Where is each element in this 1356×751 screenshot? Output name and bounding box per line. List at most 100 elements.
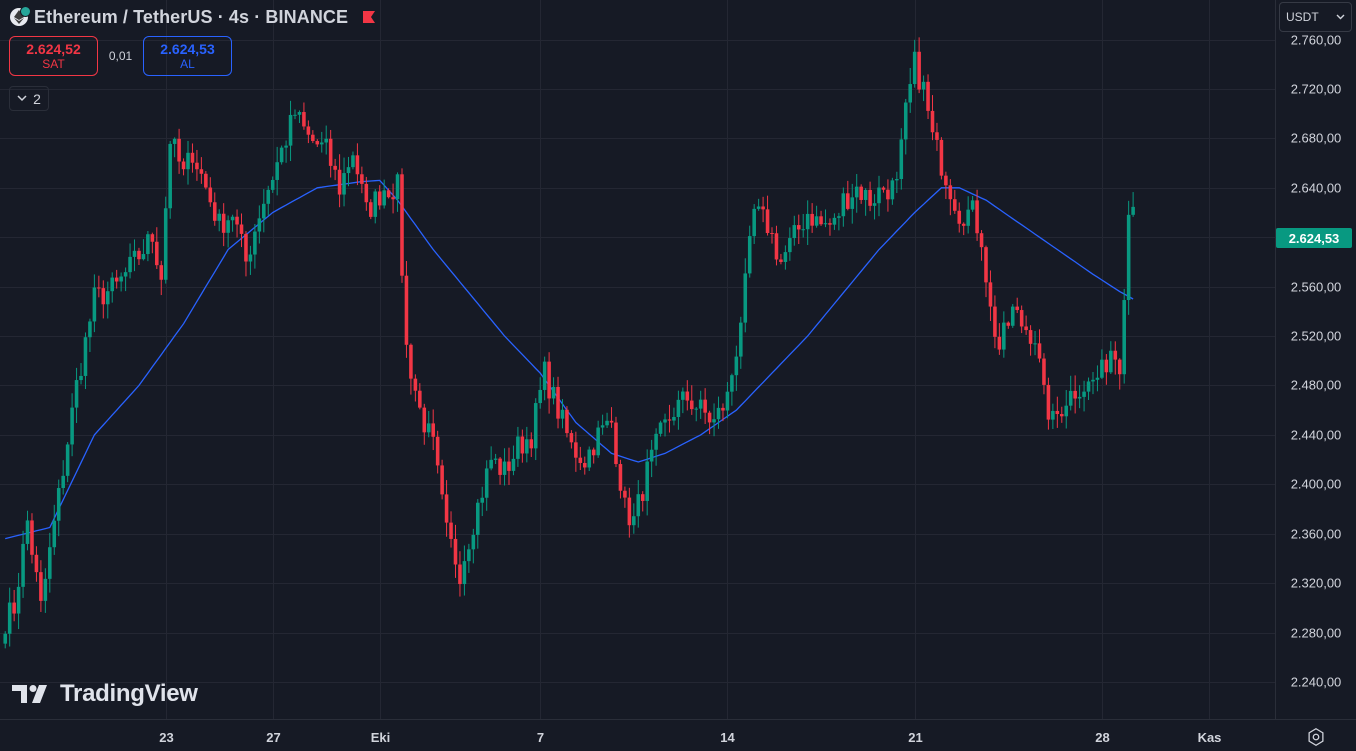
candle	[596, 420, 600, 458]
candle	[239, 213, 244, 248]
candle	[1100, 349, 1104, 380]
candle	[1015, 297, 1019, 314]
candle	[1077, 385, 1082, 409]
candle	[814, 205, 819, 228]
candle	[1086, 377, 1091, 400]
candle	[582, 456, 587, 475]
candle	[404, 260, 409, 358]
price-tick-label: 2.440,00	[1291, 428, 1342, 443]
candle	[480, 486, 485, 517]
sell-button[interactable]: 2.624,52 SAT	[9, 36, 98, 76]
candle	[752, 204, 756, 244]
candle	[83, 332, 88, 390]
candle	[672, 407, 676, 426]
candle	[467, 543, 471, 573]
candle	[177, 128, 181, 174]
sell-price: 2.624,52	[26, 41, 81, 57]
candle	[930, 95, 935, 141]
candle	[823, 209, 828, 228]
candle	[810, 203, 814, 233]
candle	[863, 188, 868, 216]
candle	[1028, 325, 1033, 356]
candle	[395, 172, 400, 212]
candle	[1104, 354, 1109, 385]
price-tick-label: 2.480,00	[1291, 378, 1342, 393]
price-tick-label: 2.240,00	[1291, 675, 1342, 690]
candle	[796, 214, 801, 244]
candle	[984, 245, 988, 298]
candle	[1006, 321, 1011, 329]
candle	[431, 409, 435, 451]
candle	[565, 406, 569, 438]
candle	[770, 227, 774, 244]
candle	[21, 530, 25, 598]
candle	[266, 185, 271, 216]
tradingview-logo[interactable]: TradingView	[12, 680, 198, 708]
candle	[890, 177, 895, 205]
candle	[788, 227, 792, 261]
candle	[970, 196, 975, 212]
candle	[939, 137, 944, 180]
candle	[34, 546, 39, 582]
candle	[284, 140, 288, 163]
candle	[132, 239, 137, 272]
candle	[195, 149, 199, 181]
candle	[707, 410, 712, 435]
candle	[293, 109, 297, 120]
candle	[1042, 353, 1046, 395]
candle	[1113, 341, 1118, 375]
candle	[426, 410, 431, 438]
candle	[502, 448, 507, 486]
candle	[587, 446, 592, 472]
candle	[306, 120, 311, 144]
flag-icon[interactable]	[362, 10, 376, 24]
candle	[360, 166, 364, 194]
candle	[61, 460, 65, 495]
candle	[698, 390, 703, 419]
candle	[538, 377, 542, 409]
candle	[449, 511, 453, 548]
time-tick-label: 21	[908, 730, 922, 745]
candle	[542, 356, 547, 401]
candle	[516, 426, 520, 467]
candle	[315, 139, 320, 148]
candle	[988, 270, 993, 321]
time-axis[interactable]: 23 27 Eki 7 14 21 28 Kas	[159, 730, 1221, 745]
settings-gear-icon[interactable]	[1305, 726, 1327, 748]
time-tick-label: 23	[159, 730, 173, 745]
price-axis[interactable]: 2.240,00 2.280,00 2.320,00 2.360,00 2.400,00…	[1291, 33, 1342, 690]
candle	[640, 491, 645, 512]
candle	[872, 194, 877, 220]
candle	[43, 568, 48, 613]
candle	[123, 267, 128, 292]
candle	[632, 503, 636, 534]
candle	[333, 158, 337, 181]
candle	[618, 459, 623, 499]
candle	[110, 272, 115, 303]
candle	[979, 230, 984, 261]
chevron-down-icon	[1336, 14, 1345, 20]
candle	[1060, 406, 1064, 423]
candle	[609, 407, 614, 428]
symbol-header[interactable]: Ethereum / TetherUS · 4s · BINANCE	[10, 5, 376, 29]
ma-path	[5, 179, 1134, 540]
candle	[244, 231, 248, 277]
candle	[1037, 329, 1042, 363]
currency-select[interactable]: USDT	[1279, 2, 1352, 32]
candle	[217, 209, 221, 232]
indicators-toggle-button[interactable]: 2	[9, 86, 49, 111]
candle	[257, 205, 262, 244]
candle	[413, 374, 418, 402]
buy-button[interactable]: 2.624,53 AL	[143, 36, 232, 76]
candle	[391, 183, 395, 214]
candle	[895, 171, 899, 194]
candle	[92, 274, 97, 333]
candle	[1117, 358, 1122, 390]
candle	[868, 181, 872, 212]
candle	[743, 258, 748, 333]
candle	[578, 446, 583, 470]
price-tick-label: 2.720,00	[1291, 82, 1342, 97]
candle	[462, 545, 467, 596]
candle	[623, 486, 627, 508]
